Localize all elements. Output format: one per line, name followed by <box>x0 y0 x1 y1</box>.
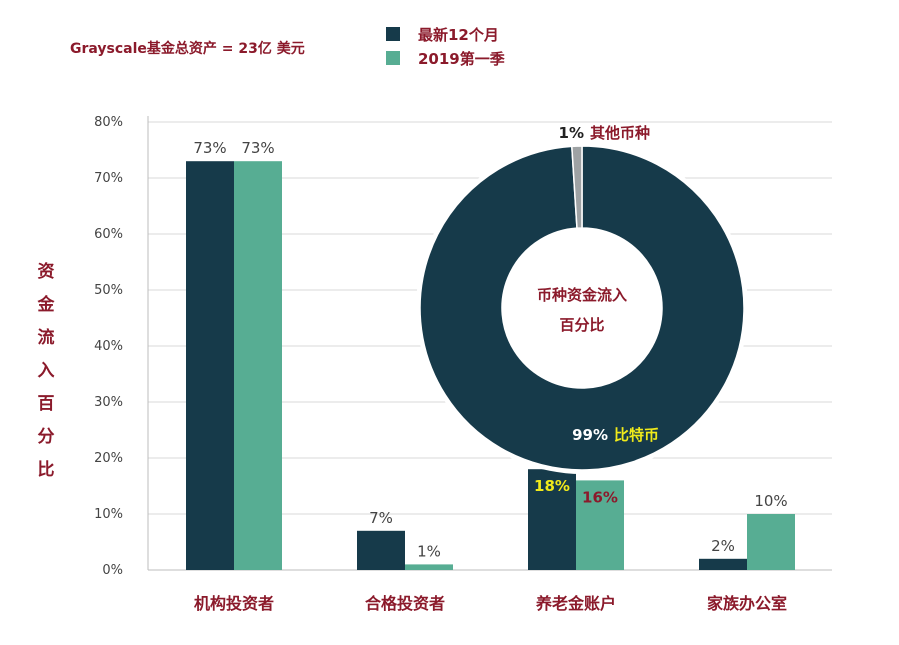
donut-center-label: 币种资金流入 <box>537 286 627 304</box>
donut-hole <box>502 228 662 388</box>
y-tick-label: 20% <box>94 451 123 466</box>
bar-value-label: 73% <box>241 139 274 157</box>
legend-label-q1: 2019第一季 <box>418 49 505 68</box>
y-tick-label: 0% <box>102 563 123 578</box>
x-category-label: 家族办公室 <box>707 594 787 613</box>
legend-label-recent: 最新12个月 <box>418 25 499 44</box>
donut-center-label: 百分比 <box>559 316 604 334</box>
y-tick-label: 80% <box>94 115 123 130</box>
legend-item-q1: 2019第一季 <box>386 46 505 70</box>
bar-value-label: 16% <box>582 488 618 506</box>
bar <box>405 564 453 570</box>
bar <box>234 161 282 570</box>
x-category-label: 养老金账户 <box>535 594 616 613</box>
bar <box>576 480 624 570</box>
y-tick-label: 70% <box>94 171 123 186</box>
donut-slice-label: 其他币种 <box>590 124 650 142</box>
bar-value-label: 10% <box>754 492 787 510</box>
bar-value-label: 18% <box>534 477 570 495</box>
x-category-label: 机构投资者 <box>194 594 274 613</box>
bar-value-label: 1% <box>417 542 441 560</box>
bar <box>186 161 234 570</box>
bar-value-label: 73% <box>193 139 226 157</box>
legend-swatch-q1 <box>386 51 400 65</box>
x-category-label: 合格投资者 <box>365 594 445 613</box>
y-axis-label: 资金流入百分比 <box>37 262 55 480</box>
legend-item-recent: 最新12个月 <box>386 22 505 46</box>
donut-value-label: 1% <box>559 124 584 142</box>
y-tick-label: 10% <box>94 507 123 522</box>
y-tick-label: 60% <box>94 227 123 242</box>
y-tick-label: 30% <box>94 395 123 410</box>
bar <box>357 530 405 570</box>
y-tick-label: 40% <box>94 339 123 354</box>
bar <box>699 558 747 570</box>
total-assets-note: Grayscale基金总资产 = 23亿 美元 <box>70 41 305 57</box>
bar <box>747 514 795 570</box>
bar <box>528 469 576 570</box>
donut-value-label: 99% <box>572 426 608 444</box>
donut-slice-label: 比特币 <box>614 426 659 444</box>
legend: 最新12个月 2019第一季 <box>386 22 505 70</box>
y-tick-label: 50% <box>94 283 123 298</box>
bar-value-label: 7% <box>369 509 393 527</box>
legend-swatch-recent <box>386 27 400 41</box>
bar-value-label: 2% <box>711 537 735 555</box>
